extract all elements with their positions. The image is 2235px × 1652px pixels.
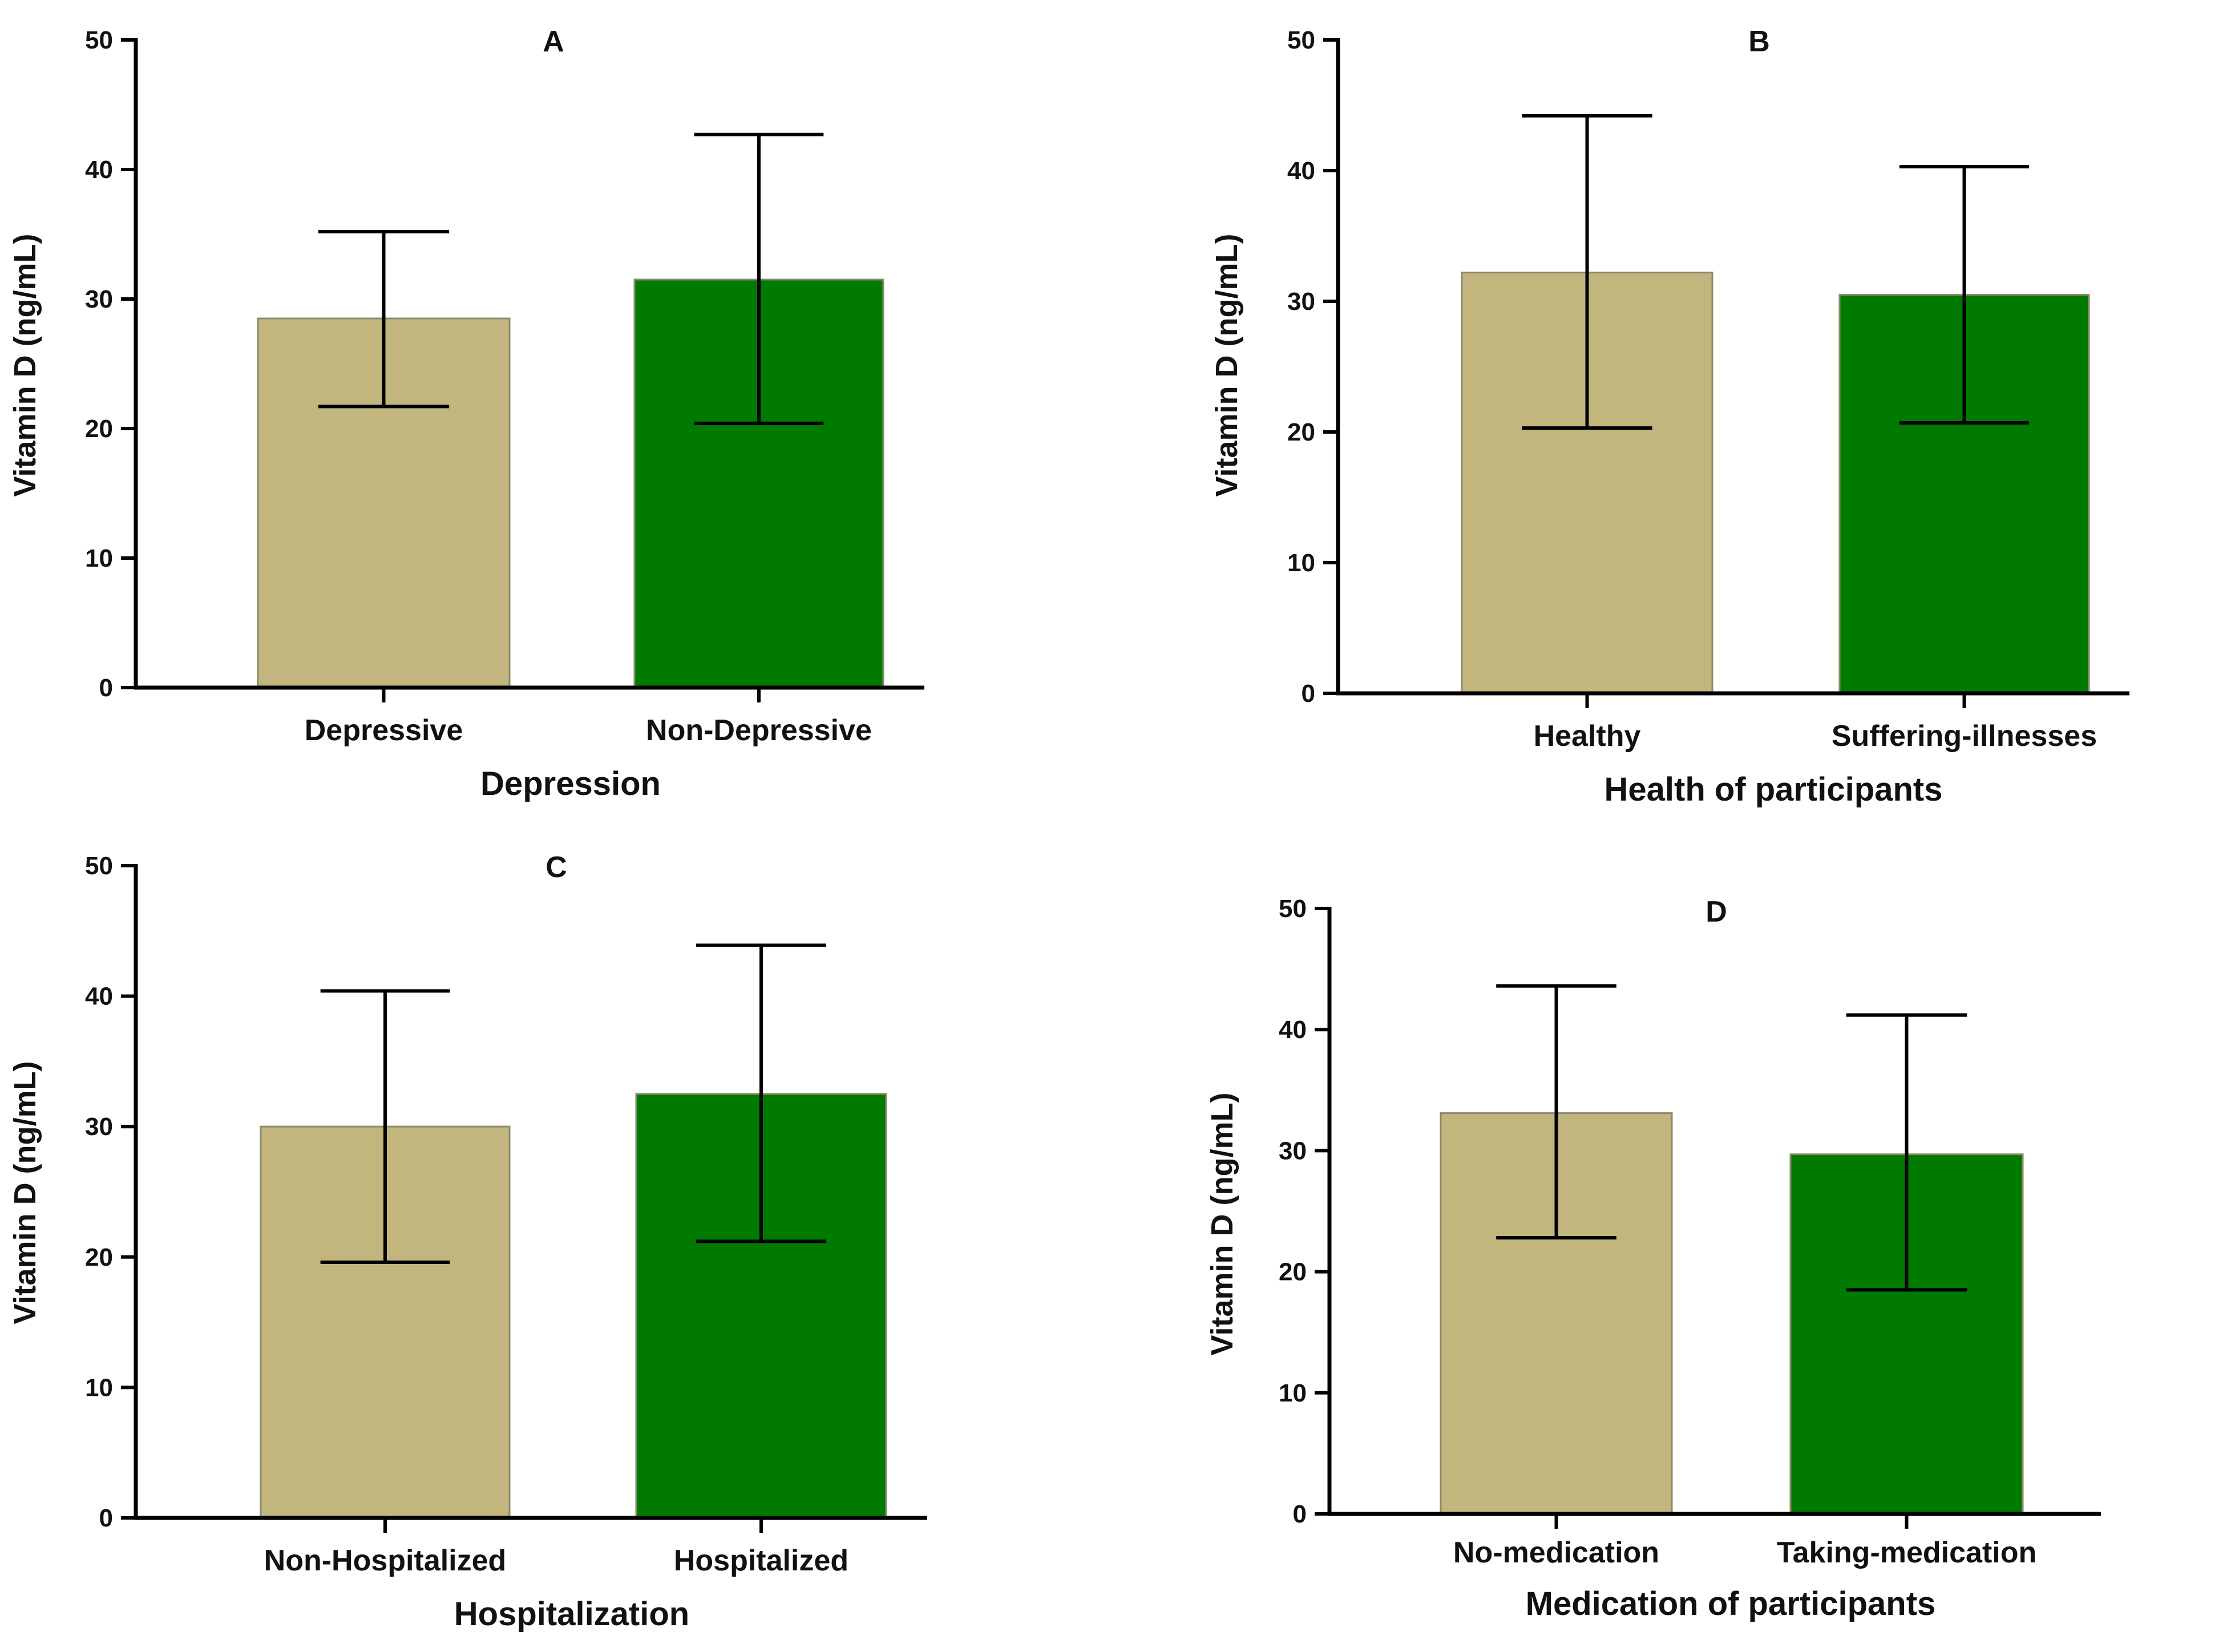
category-label: Taking-medication [1777,1536,2037,1569]
category-label: Healthy [1534,720,1641,753]
y-tick-label: 50 [85,26,113,54]
panel-title: D [1705,895,1727,928]
category-label: No-medication [1453,1536,1659,1569]
x-axis-label: Depression [480,765,661,802]
y-tick-label: 10 [85,544,113,572]
error-bar-2 [696,943,826,1243]
category-label: Non-Depressive [646,714,872,747]
chart-panel-a: 0 10 20 30 40 50 Depressive Non-Depressive A Depr… [8,25,924,802]
x-axis-label: Hospitalization [454,1596,689,1633]
error-bar-2 [1899,165,2030,425]
x-axis-label: Medication of participants [1526,1585,1936,1622]
y-tick-label: 20 [1279,1258,1307,1286]
y-tick-label: 30 [85,285,113,313]
error-bar-2 [1846,1013,1967,1292]
y-tick-label: 30 [1287,288,1315,316]
y-tick-label: 20 [85,415,113,443]
y-tick-label: 10 [1287,549,1315,577]
error-bar-1 [318,229,450,409]
error-bar-2 [694,132,824,425]
y-tick-label: 30 [85,1113,113,1141]
y-tick-label: 20 [1287,418,1315,446]
error-bar-1 [320,989,450,1264]
panel-title: C [545,851,567,884]
y-tick-label: 50 [1279,895,1307,923]
y-tick-label: 10 [1279,1379,1307,1407]
y-tick-label: 50 [85,852,113,880]
y-tick-label: 40 [85,156,113,184]
chart-panel-d: 0 10 20 30 40 50 No-medication Taking-medicatio… [1205,895,2101,1622]
y-tick-label: 40 [1279,1016,1307,1044]
x-axis-label: Health of participants [1604,771,1943,808]
y-tick-label: 20 [85,1243,113,1271]
category-label: Non-Hospitalized [264,1544,507,1577]
y-axis-label: Vitamin D (ng/mL) [8,233,42,496]
y-tick-label: 10 [85,1374,113,1401]
y-axis-label: Vitamin D (ng/mL) [1205,1092,1239,1355]
y-tick-label: 0 [99,1504,113,1532]
y-axis-label: Vitamin D (ng/mL) [1210,233,1244,496]
y-tick-label: 0 [99,674,113,702]
chart-panel-b: 0 10 20 30 40 50 Healthy Suffering-illnesses B He… [1210,25,2129,808]
y-tick-label: 0 [1293,1500,1307,1528]
panel-title: B [1748,25,1770,58]
y-tick-label: 0 [1302,680,1315,708]
category-label: Depressive [305,714,463,747]
panel-title: A [543,25,564,58]
error-bar-1 [1522,114,1652,430]
y-tick-label: 40 [85,983,113,1011]
y-tick-label: 30 [1279,1137,1307,1165]
category-label: Suffering-illnesses [1832,720,2097,753]
chart-panel-c: 0 10 20 30 40 50 Non-Hospitalized Hospitalized C… [8,851,927,1633]
error-bar-1 [1496,984,1616,1240]
y-tick-label: 40 [1287,157,1315,185]
y-tick-label: 50 [1287,26,1315,54]
category-label: Hospitalized [674,1544,848,1577]
y-axis-label: Vitamin D (ng/mL) [8,1061,42,1324]
